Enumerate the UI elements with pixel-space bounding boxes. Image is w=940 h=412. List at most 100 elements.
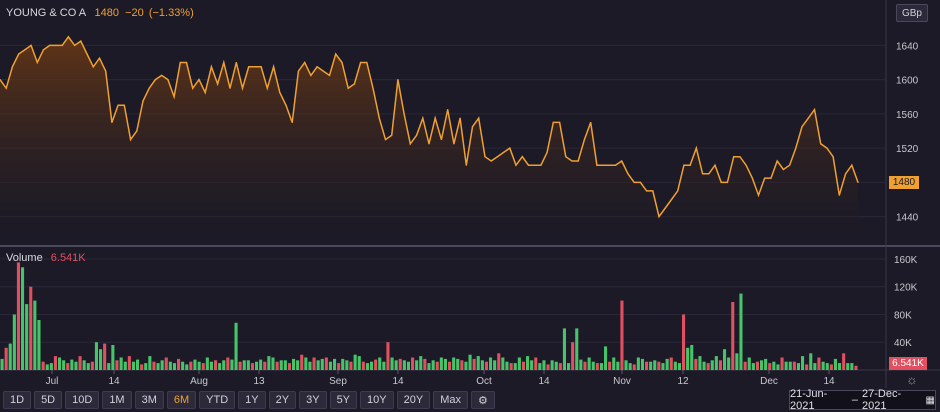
price-point: [179, 61, 181, 64]
price-point: [24, 49, 26, 51]
price-point: [571, 160, 573, 162]
volume-bar: [710, 360, 714, 370]
volume-bar: [821, 361, 825, 370]
volume-bar: [493, 360, 497, 370]
period-button-ytd[interactable]: YTD: [199, 391, 236, 409]
volume-bar: [714, 356, 718, 370]
period-button-max[interactable]: Max: [433, 391, 468, 409]
volume-bar: [292, 358, 296, 370]
price-point: [328, 74, 331, 76]
volume-bar: [538, 363, 542, 370]
volume-bar: [460, 360, 464, 370]
price-point: [111, 121, 113, 124]
volume-bar: [464, 361, 468, 370]
price-point: [764, 177, 766, 179]
volume-bar: [148, 356, 152, 370]
volume-bar: [439, 357, 443, 370]
volume-bar: [833, 358, 837, 370]
volume-bar: [374, 359, 378, 370]
volume-bar: [813, 363, 817, 370]
period-button-3m[interactable]: 3M: [134, 391, 164, 409]
price-point: [254, 66, 256, 68]
volume-bar: [353, 354, 357, 370]
volume-bar: [842, 353, 846, 370]
price-point: [440, 138, 443, 141]
volume-bar: [599, 363, 603, 370]
volume-bar: [246, 360, 250, 370]
price-point: [776, 160, 778, 162]
price-point: [683, 164, 685, 166]
price-point: [621, 160, 623, 162]
price-point: [789, 164, 791, 166]
volume-bar: [283, 360, 287, 370]
x-tick-label: Aug: [190, 376, 208, 387]
date-range-selector[interactable]: 21-Jun-2021 – 27-Dec-2021 ▦: [789, 388, 936, 412]
price-point: [117, 104, 119, 106]
volume-bar: [41, 361, 45, 370]
volume-bar: [661, 363, 665, 370]
period-button-10d[interactable]: 10D: [65, 391, 100, 409]
volume-bar: [456, 358, 460, 370]
volume-bar: [99, 349, 103, 370]
ticker-name: YOUNG & CO A: [6, 7, 86, 19]
period-button-5y[interactable]: 5Y: [329, 391, 358, 409]
price-point: [11, 66, 14, 68]
price-point: [260, 66, 262, 68]
volume-bar: [74, 361, 78, 370]
price-point: [807, 117, 809, 119]
price-point: [701, 173, 704, 175]
period-button-1y[interactable]: 1Y: [238, 391, 266, 409]
period-button-6m[interactable]: 6M: [166, 391, 197, 409]
volume-bar: [107, 363, 111, 370]
price-point: [291, 121, 293, 124]
price-point: [98, 57, 101, 59]
volume-bar: [530, 360, 534, 370]
volume-bar: [608, 361, 612, 370]
price-point: [608, 164, 610, 166]
period-button-20y[interactable]: 20Y: [396, 391, 431, 409]
price-point: [223, 61, 225, 64]
volume-bar: [484, 361, 488, 370]
x-tick-label: Dec: [760, 376, 778, 387]
last-price: 1480: [94, 7, 120, 19]
gear-icon[interactable]: ☼: [906, 372, 918, 387]
x-tick-label: Oct: [476, 376, 492, 387]
volume-bar: [324, 357, 328, 370]
period-button-1d[interactable]: 1D: [3, 391, 32, 409]
volume-bar: [53, 356, 57, 370]
volume-bar: [575, 328, 579, 370]
price-point: [86, 53, 88, 55]
volume-bar: [193, 359, 197, 370]
price-point: [49, 44, 51, 47]
gear-icon[interactable]: ⚙: [470, 391, 495, 409]
calendar-icon[interactable]: ▦: [925, 394, 935, 406]
volume-bar: [140, 364, 144, 370]
volume-bar: [443, 358, 447, 370]
price-point: [801, 126, 803, 128]
volume-bar: [131, 361, 135, 370]
volume-bar: [234, 322, 238, 370]
volume-bar: [37, 320, 41, 370]
volume-bar: [694, 358, 698, 370]
price-point: [447, 109, 449, 111]
price-point: [714, 164, 716, 166]
volume-bar: [209, 361, 213, 370]
price-point: [658, 216, 660, 218]
period-button-10y[interactable]: 10Y: [360, 391, 394, 409]
price-point: [30, 44, 32, 47]
volume-bar: [250, 363, 254, 370]
volume-bar: [628, 363, 632, 370]
price-point: [266, 87, 268, 89]
unit-selector[interactable]: GBp: [896, 4, 928, 22]
volume-bar: [497, 353, 501, 370]
period-button-3y[interactable]: 3Y: [299, 391, 327, 409]
price-point: [167, 79, 169, 81]
price-point: [5, 87, 7, 89]
period-button-1m[interactable]: 1M: [102, 391, 132, 409]
volume-bar: [768, 363, 772, 370]
period-button-5d[interactable]: 5D: [34, 391, 63, 409]
volume-bar: [542, 360, 546, 370]
period-button-2y[interactable]: 2Y: [268, 391, 297, 409]
volume-bar: [735, 353, 739, 370]
x-tick-label: 12: [677, 376, 689, 387]
